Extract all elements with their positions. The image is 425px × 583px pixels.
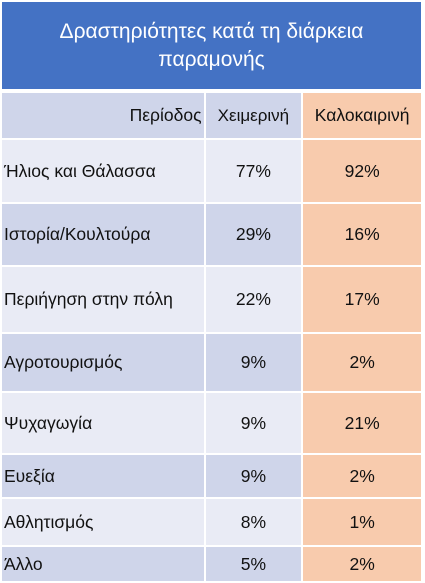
winter-value: 29% — [205, 204, 302, 265]
winter-value: 22% — [205, 267, 302, 332]
activity-label: Ψυχαγωγία — [2, 393, 204, 453]
header-period: Περίοδος — [2, 93, 204, 138]
winter-value: 9% — [205, 455, 302, 497]
table-row: Άλλο 5% 2% — [2, 547, 421, 581]
summer-value: 16% — [303, 204, 421, 265]
winter-value: 9% — [205, 393, 302, 453]
table-row: Περιήγηση στην πόλη 22% 17% — [2, 267, 421, 332]
table-row: Ιστορία/Κουλτούρα 29% 16% — [2, 204, 421, 265]
winter-value: 77% — [205, 140, 302, 202]
winter-value: 9% — [205, 334, 302, 391]
table-header-row: Περίοδος Χειμερινή Καλοκαιρινή — [2, 93, 421, 138]
summer-value: 21% — [303, 393, 421, 453]
summer-value: 17% — [303, 267, 421, 332]
activity-label: Ευεξία — [2, 455, 204, 497]
activity-label: Περιήγηση στην πόλη — [2, 267, 204, 332]
summer-value: 1% — [303, 499, 421, 545]
table-row: Ψυχαγωγία 9% 21% — [2, 393, 421, 453]
activity-label: Ήλιος και Θάλασσα — [2, 140, 204, 202]
activity-label: Άλλο — [2, 547, 204, 581]
table-row: Αγροτουρισμός 9% 2% — [2, 334, 421, 391]
activity-label: Ιστορία/Κουλτούρα — [2, 204, 204, 265]
table-row: Ήλιος και Θάλασσα 77% 92% — [2, 140, 421, 202]
table-row: Αθλητισμός 8% 1% — [2, 499, 421, 545]
summer-value: 2% — [303, 547, 421, 581]
summer-value: 2% — [303, 455, 421, 497]
header-summer: Καλοκαιρινή — [303, 93, 421, 138]
table-row: Ευεξία 9% 2% — [2, 455, 421, 497]
table-title: Δραστηριότητες κατά τη διάρκεια παραμονή… — [2, 2, 421, 89]
summer-value: 2% — [303, 334, 421, 391]
activity-label: Αθλητισμός — [2, 499, 204, 545]
winter-value: 8% — [205, 499, 302, 545]
winter-value: 5% — [205, 547, 302, 581]
header-winter: Χειμερινή — [205, 93, 302, 138]
activity-label: Αγροτουρισμός — [2, 334, 204, 391]
summer-value: 92% — [303, 140, 421, 202]
